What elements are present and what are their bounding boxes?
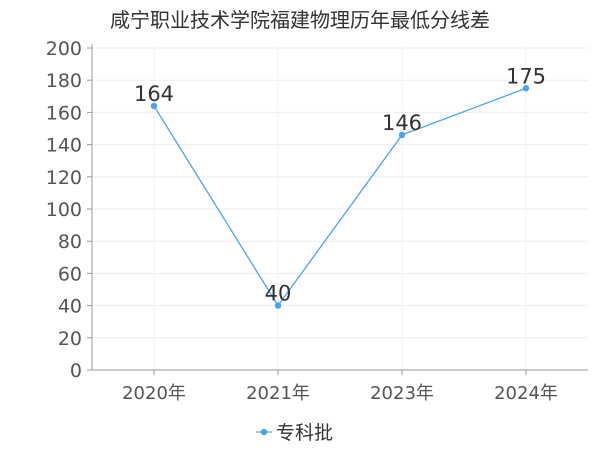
y-tick-label: 60 (58, 263, 82, 285)
data-label: 175 (506, 64, 546, 88)
data-point (398, 131, 406, 139)
y-tick-label: 200 (46, 38, 82, 60)
series-line-path (153, 87, 527, 307)
grid-lines (92, 44, 588, 370)
y-tick-label: 40 (58, 296, 82, 318)
data-label: 40 (265, 282, 292, 306)
x-tick-label: 2024年 (494, 383, 558, 404)
x-tick-label: 2023年 (370, 383, 434, 404)
x-tick-label: 2020年 (122, 383, 186, 404)
y-tick-label: 160 (46, 102, 82, 124)
y-tick-label: 120 (46, 167, 82, 189)
y-tick-label: 20 (58, 328, 82, 350)
axes: 0 20 40 60 80 100 120 140 160 180 200 2020年 2021年 202… (46, 38, 588, 404)
legend: 专科批 (256, 422, 333, 444)
y-tick-label: 180 (46, 70, 82, 92)
data-point (274, 302, 282, 309)
data-label: 164 (134, 82, 174, 106)
data-label: 146 (382, 111, 422, 135)
chart-title: 咸宁职业技术学院福建物理历年最低分线差 (110, 8, 490, 32)
legend-dot-marker (260, 428, 268, 436)
y-tick-label: 140 (46, 135, 82, 157)
y-tick-label: 0 (70, 360, 82, 382)
data-point (522, 85, 530, 92)
series-line: 164 40 146 175 (134, 64, 546, 309)
data-point (150, 102, 158, 110)
y-tick-label: 80 (58, 231, 82, 253)
y-tick-label: 100 (46, 199, 82, 221)
x-tick-label: 2021年 (246, 383, 310, 404)
legend-label: 专科批 (276, 422, 333, 444)
